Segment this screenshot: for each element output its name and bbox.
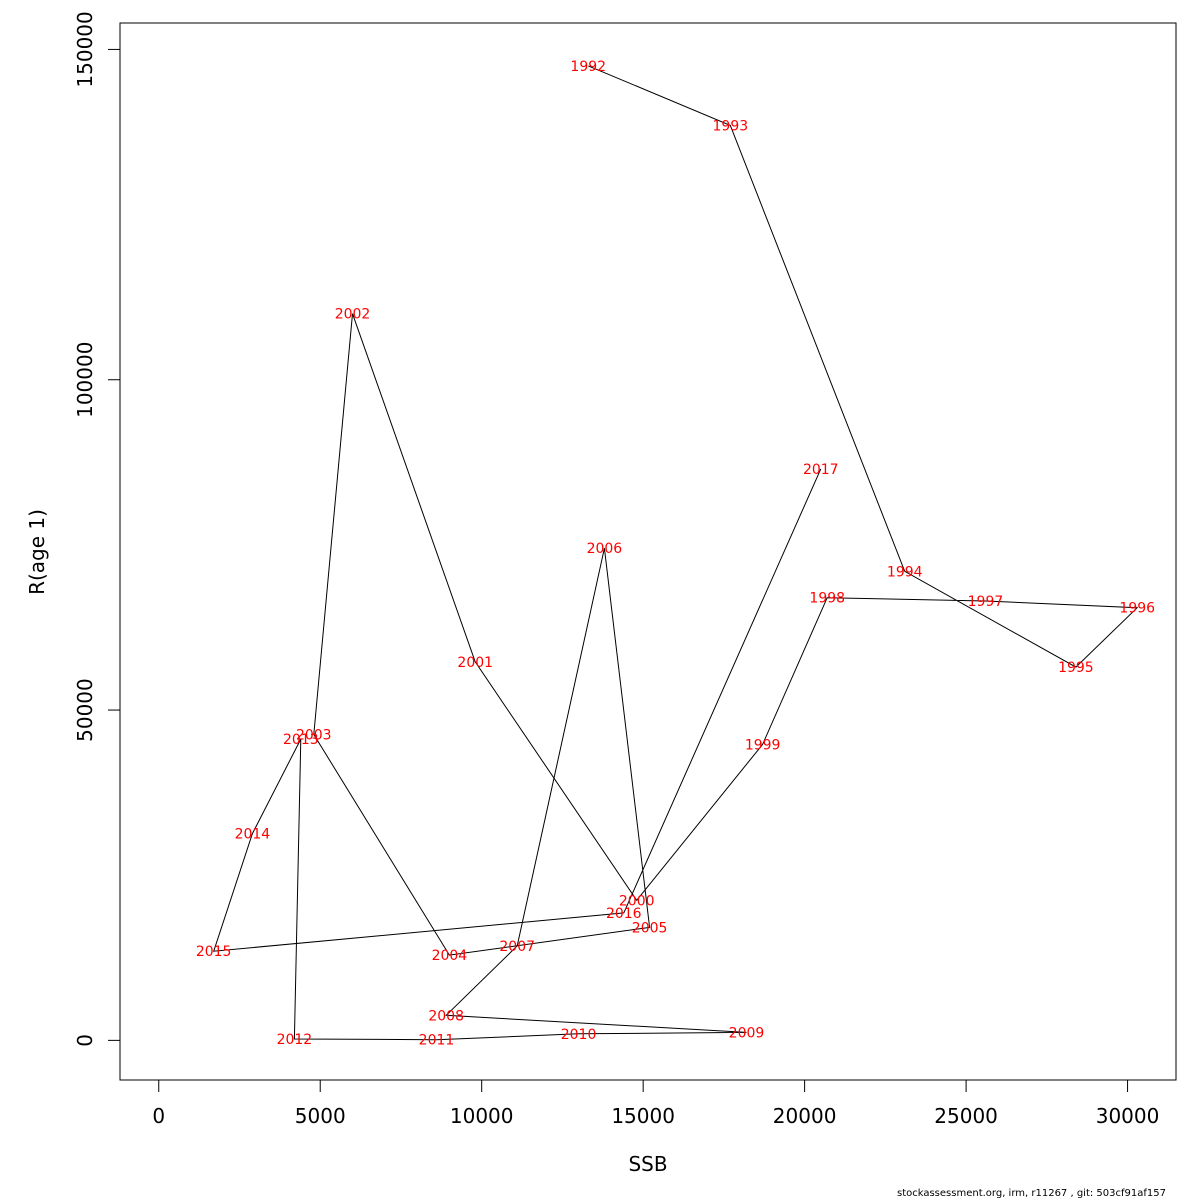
year-label-1998: 1998 <box>809 591 845 607</box>
ssb-recruitment-line <box>212 65 1139 1041</box>
x-tick-label: 25000 <box>934 1104 998 1128</box>
y-axis-title: R(age 1) <box>25 509 49 595</box>
footer-credit: stockassessment.org, irm, r11267 , git: … <box>896 1188 1166 1199</box>
series <box>212 65 1139 1041</box>
year-label-2004: 2004 <box>432 948 468 964</box>
y-tick-label: 50000 <box>73 678 97 742</box>
y-tick-label: 0 <box>73 1034 97 1047</box>
x-axis-title: SSB <box>628 1152 667 1176</box>
year-label-2006: 2006 <box>587 541 623 557</box>
x-tick-label: 20000 <box>773 1104 837 1128</box>
year-label-1997: 1997 <box>968 594 1004 610</box>
y-tick-label: 150000 <box>73 11 97 87</box>
year-labels: 1992 1993 1994 1995 1996 1997 1998 1999 2000 2001… <box>196 59 1155 1049</box>
year-label-2017: 2017 <box>803 462 839 478</box>
year-label-1996: 1996 <box>1119 601 1155 617</box>
year-label-1999: 1999 <box>745 737 781 753</box>
year-label-2002: 2002 <box>335 307 371 323</box>
y-axis: 0 50000 100000 150000 <box>73 11 121 1047</box>
year-label-2010: 2010 <box>561 1027 597 1043</box>
year-label-2014: 2014 <box>235 827 271 843</box>
year-label-1995: 1995 <box>1058 660 1094 676</box>
x-axis: 0 5000 10000 15000 20000 25000 30000 <box>152 1079 1160 1128</box>
y-tick-label: 100000 <box>73 342 97 418</box>
year-label-2011: 2011 <box>419 1033 455 1049</box>
year-label-2016: 2016 <box>606 906 642 922</box>
year-label-1993: 1993 <box>713 118 749 134</box>
x-tick-label: 5000 <box>295 1104 346 1128</box>
year-label-2008: 2008 <box>428 1008 464 1024</box>
x-tick-label: 10000 <box>450 1104 514 1128</box>
year-label-1994: 1994 <box>887 564 923 580</box>
x-tick-label: 0 <box>152 1104 165 1128</box>
x-tick-label: 15000 <box>611 1104 675 1128</box>
year-label-1992: 1992 <box>570 59 606 75</box>
x-tick-label: 30000 <box>1096 1104 1160 1128</box>
year-label-2001: 2001 <box>457 655 493 671</box>
year-label-2000: 2000 <box>619 893 655 909</box>
year-label-2012: 2012 <box>277 1032 313 1048</box>
year-label-2015: 2015 <box>196 944 232 960</box>
year-label-2013: 2013 <box>283 732 319 748</box>
year-label-2009: 2009 <box>729 1025 765 1041</box>
year-label-2003: 2003 <box>296 727 332 743</box>
year-label-2007: 2007 <box>499 939 535 955</box>
year-label-2005: 2005 <box>632 920 668 936</box>
